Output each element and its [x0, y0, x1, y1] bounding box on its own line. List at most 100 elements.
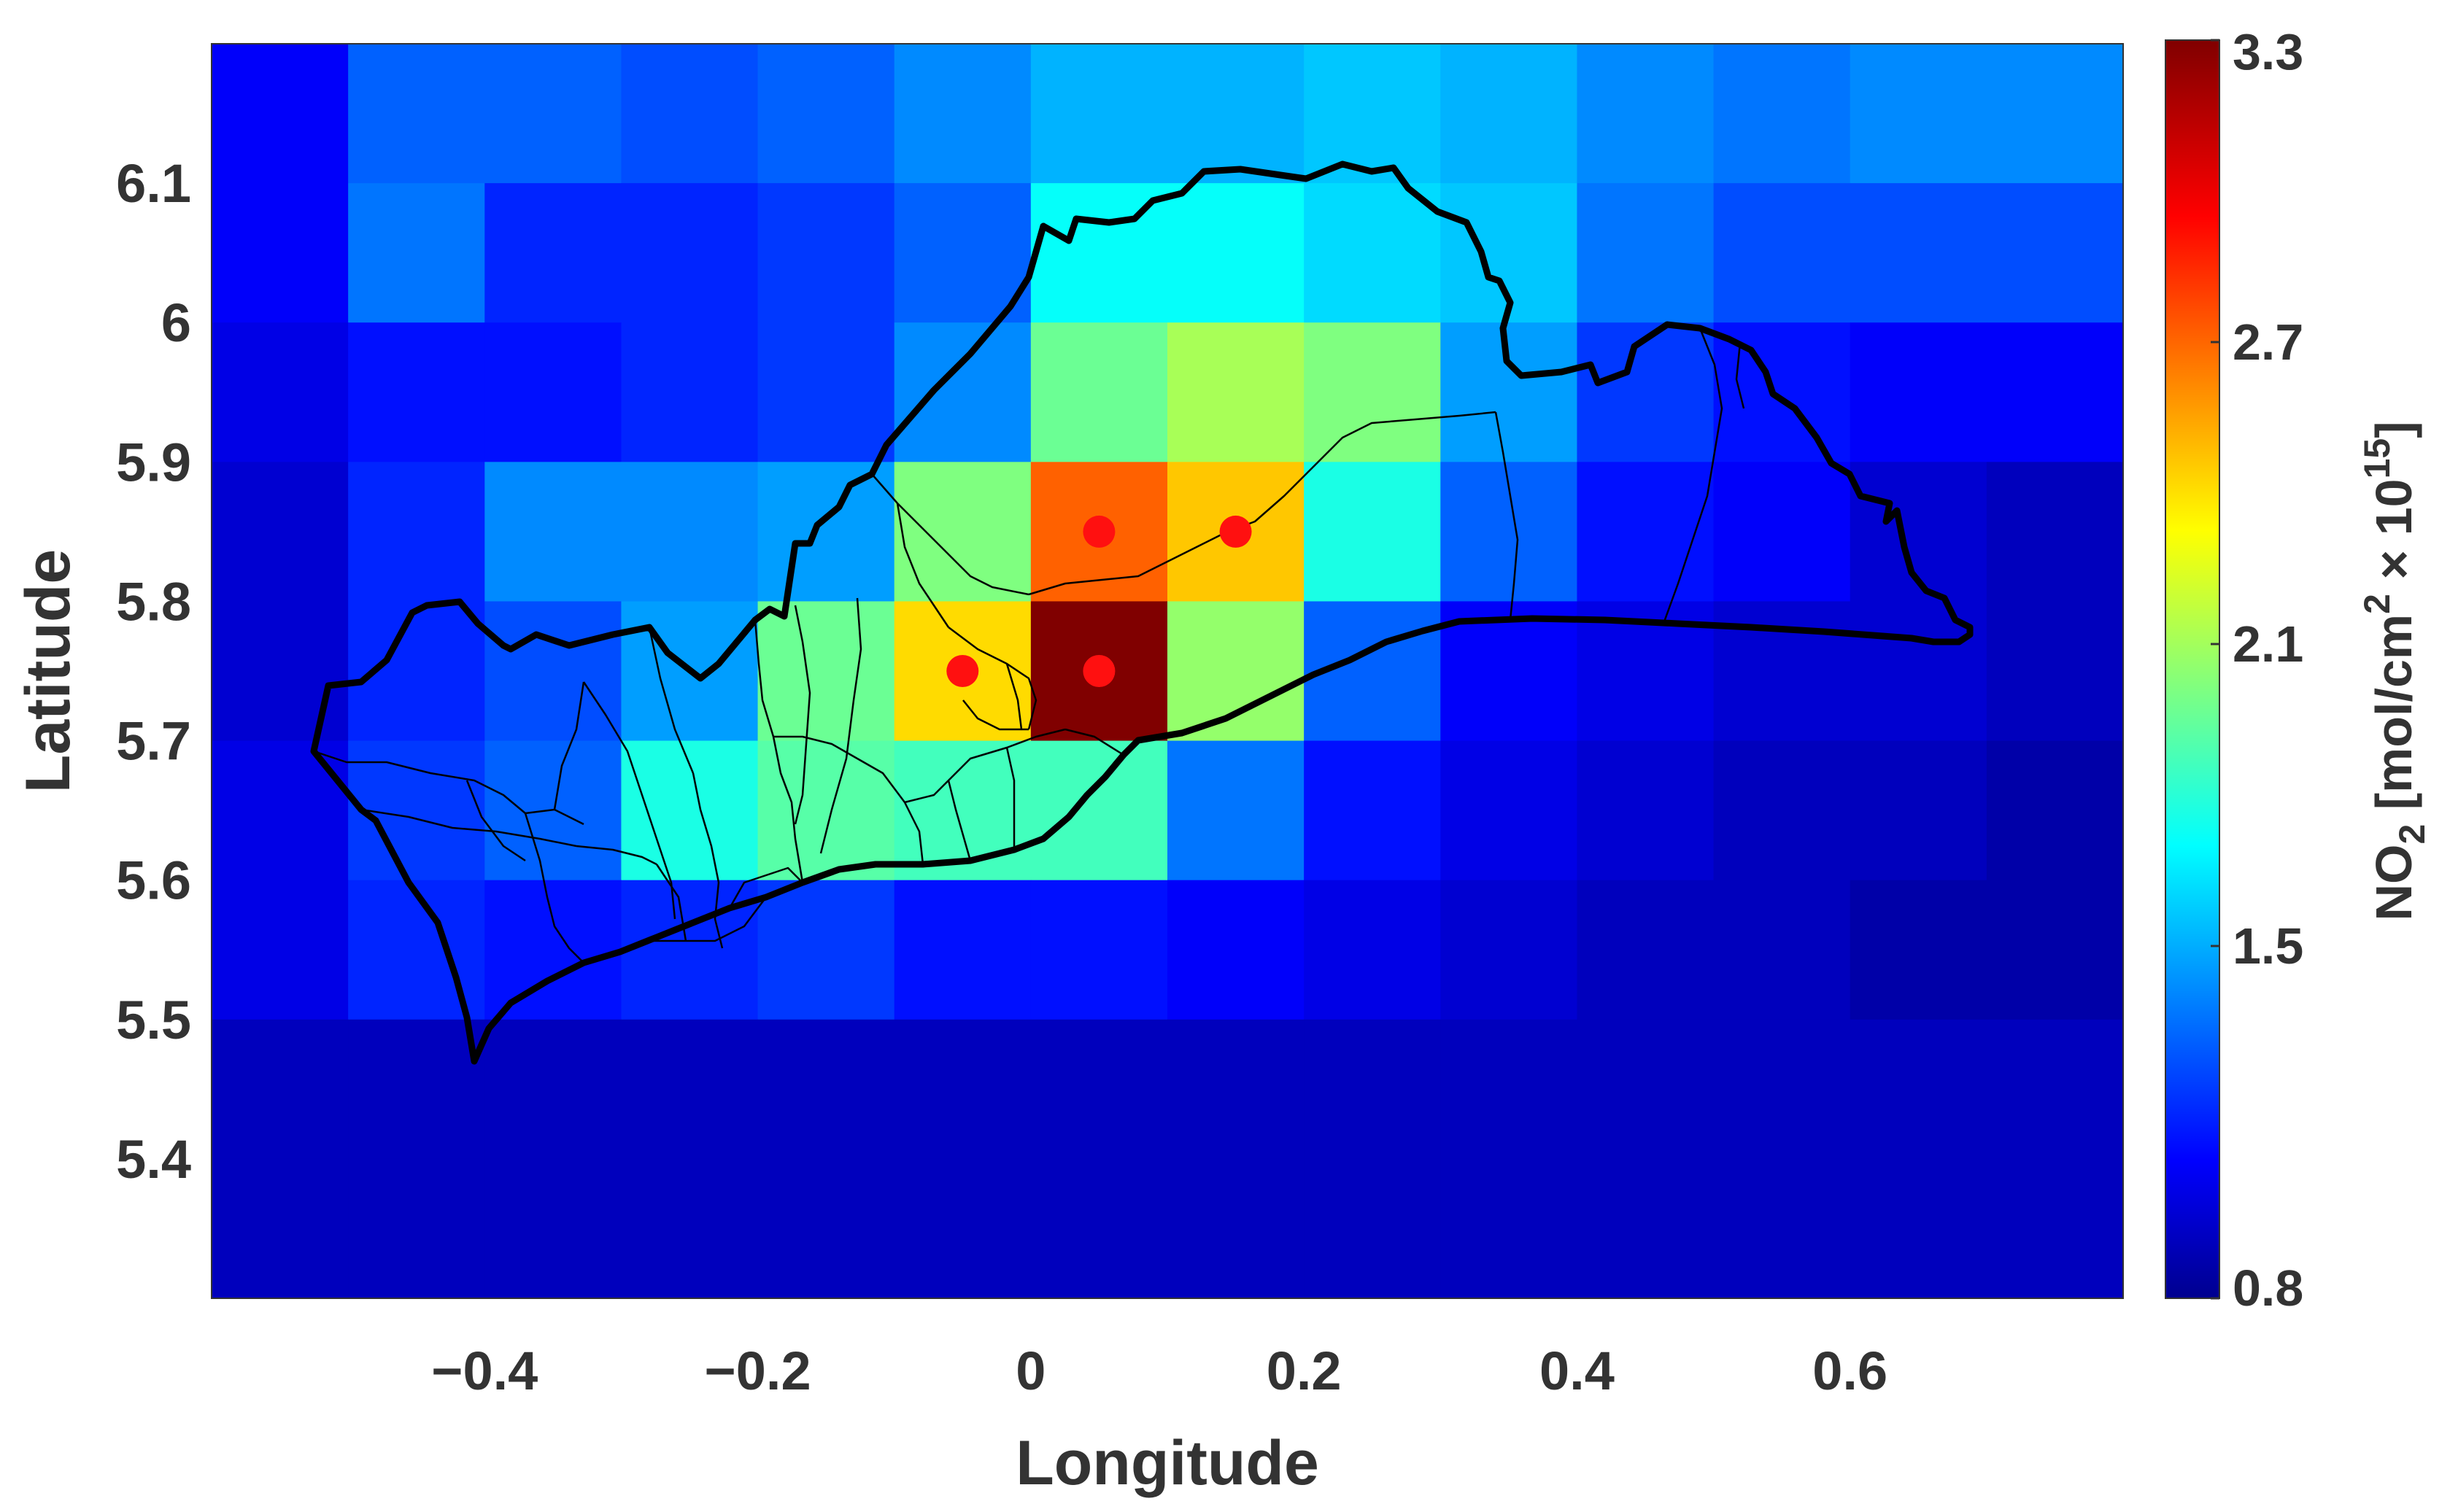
x-tick-label: 0.6: [1812, 1341, 1887, 1401]
y-tick-label: 6: [161, 292, 191, 353]
colorbar-tick-label: 1.5: [2233, 918, 2303, 974]
station-marker: [1083, 515, 1116, 548]
x-tick-label: 0: [1016, 1341, 1046, 1401]
heatmap-cell: [621, 183, 759, 323]
heatmap-cell: [1304, 183, 1441, 323]
heatmap-cell: [757, 1158, 895, 1299]
x-tick-label: 0.4: [1539, 1341, 1615, 1401]
y-tick-label: 5.7: [116, 711, 191, 772]
heatmap-cell: [1030, 1158, 1168, 1299]
heatmap-cell: [621, 880, 759, 1020]
heatmap-cell: [894, 740, 1032, 881]
heatmap-cell: [1577, 44, 1715, 184]
heatmap-cell: [1030, 1019, 1168, 1160]
heatmap-cell: [212, 44, 349, 184]
heatmap-cell: [1577, 183, 1715, 323]
heatmap-cell: [348, 1019, 485, 1160]
y-tick-label: 6.1: [116, 153, 191, 214]
heatmap-cell: [1986, 601, 2124, 742]
heatmap-cell: [1440, 880, 1577, 1020]
heatmap-cell: [1713, 462, 1851, 602]
y-tick-label: 5.5: [116, 990, 191, 1050]
heatmap-cell: [1304, 322, 1441, 462]
heatmap-cell: [1577, 462, 1715, 602]
heatmap-cell: [484, 1019, 622, 1160]
heatmap-cell: [1986, 322, 2124, 462]
heatmap-cell: [1850, 740, 1987, 881]
colorbar-title: NO2 [mol/cm2 × 1015]: [2357, 421, 2432, 920]
y-tick-label: 5.4: [116, 1129, 191, 1190]
heatmap-cell: [1167, 322, 1305, 462]
heatmap-cell: [348, 1158, 485, 1299]
colorbar-title-part: [mol/cm: [2365, 614, 2422, 824]
heatmap-cell: [484, 183, 622, 323]
heatmap-cell: [1986, 44, 2124, 184]
heatmap-cell: [757, 183, 895, 323]
heatmap-grid: [212, 44, 2124, 1299]
heatmap-cell: [348, 44, 485, 184]
x-tick-label: −0.4: [431, 1341, 538, 1401]
heatmap-cell: [1713, 1019, 1851, 1160]
heatmap-cell: [1167, 44, 1305, 184]
heatmap-cell: [1713, 44, 1851, 184]
heatmap-cell: [1304, 1019, 1441, 1160]
heatmap-cell: [1577, 740, 1715, 881]
y-axis-ticks: 6.1 6 5.9 5.8 5.7 5.6 5.5 5.4: [116, 153, 191, 1190]
heatmap-cell: [1713, 880, 1851, 1020]
heatmap-cell: [1986, 1019, 2124, 1160]
district-lines: [313, 327, 1745, 964]
heatmap-cell: [894, 1158, 1032, 1299]
y-tick-label: 5.6: [116, 850, 191, 911]
heatmap-cell: [484, 44, 622, 184]
heatmap-cell: [894, 44, 1032, 184]
heatmap-cell: [621, 740, 759, 881]
y-tick-label: 5.9: [116, 432, 191, 492]
heatmap-cell: [1167, 183, 1305, 323]
heatmap-cell: [1304, 880, 1441, 1020]
heatmap-cell: [1440, 740, 1577, 881]
heatmap-cell: [1713, 1158, 1851, 1299]
heatmap-cell: [1986, 880, 2124, 1020]
heatmap-cell: [1167, 1158, 1305, 1299]
x-axis-title: Longitude: [1016, 1428, 1319, 1498]
heatmap-cell: [1850, 322, 1987, 462]
heatmap-cell: [484, 462, 622, 602]
district-boundaries: [310, 160, 1974, 1065]
heatmap-cell: [894, 462, 1032, 602]
colorbar-tick-label: 2.7: [2233, 314, 2303, 371]
heatmap-cell: [212, 740, 349, 881]
colorbar-title-sup: 2: [2357, 594, 2397, 614]
heatmap-cell: [1167, 880, 1305, 1020]
station-markers: [946, 515, 1252, 687]
heatmap-cell: [212, 1019, 349, 1160]
heatmap-cell: [1030, 880, 1168, 1020]
heatmap-cell: [1713, 183, 1851, 323]
colorbar-gradient: [2165, 39, 2220, 1299]
heatmap-cell: [1304, 740, 1441, 881]
heatmap-cell: [621, 44, 759, 184]
heatmap-cell: [757, 1019, 895, 1160]
heatmap-cell: [1986, 740, 2124, 881]
colorbar-tick-label: 3.3: [2233, 23, 2303, 80]
heatmap-cell: [1167, 740, 1305, 881]
heatmap-cell: [484, 1158, 622, 1299]
colorbar: 3.32.72.11.50.8 NO2 [mol/cm2 × 1015]: [2165, 23, 2432, 1317]
heatmap-cell: [1577, 880, 1715, 1020]
heatmap-cell: [757, 740, 895, 881]
heatmap-cell: [484, 601, 622, 742]
colorbar-tick-label: 2.1: [2233, 616, 2303, 672]
heatmap-cell: [1304, 44, 1441, 184]
heatmap-cell: [757, 601, 895, 742]
heatmap-cell: [1030, 322, 1168, 462]
heatmap-cell: [1713, 740, 1851, 881]
heatmap-cell: [757, 322, 895, 462]
heatmap-cell: [1850, 880, 1987, 1020]
heatmap-cell: [894, 1019, 1032, 1160]
heatmap-cell: [1577, 1019, 1715, 1160]
heatmap-cell: [348, 183, 485, 323]
heatmap-cell: [1850, 1158, 1987, 1299]
heatmap-cell: [1850, 183, 1987, 323]
heatmap-cell: [1850, 44, 1987, 184]
heatmap-cell: [621, 462, 759, 602]
